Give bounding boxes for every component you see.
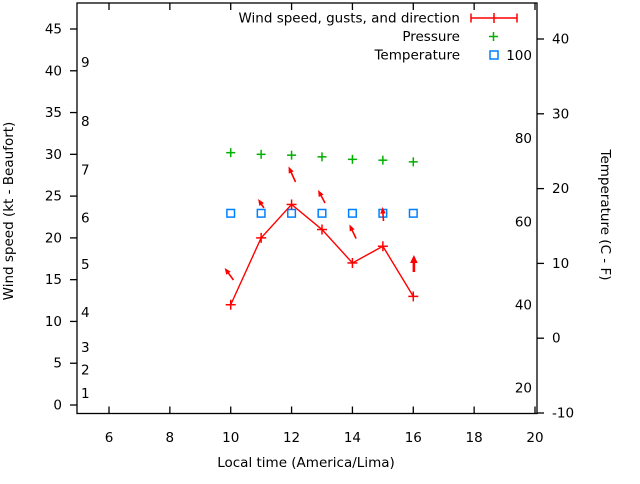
y-left-tick-label: 45 <box>45 21 62 37</box>
beaufort-label: 4 <box>81 305 90 321</box>
y-right-tick-label: 20 <box>552 181 569 197</box>
y-left-tick-label: 35 <box>45 105 62 121</box>
temperature-point <box>317 208 327 218</box>
wind-point <box>256 232 267 243</box>
plot-border <box>76 2 538 415</box>
x-tick-label: 8 <box>166 430 175 446</box>
y-left-tick-label: 20 <box>45 230 62 246</box>
temperature-point <box>226 208 236 218</box>
pressure-point <box>287 150 297 160</box>
pressure-point <box>347 154 357 164</box>
beaufort-label: 1 <box>81 386 90 402</box>
wind-point <box>225 299 236 310</box>
beaufort-label: 7 <box>81 163 90 179</box>
fahrenheit-label: 100 <box>506 48 532 64</box>
y-axis-right: -10 0 10 20 30 40 20 40 60 80 100 Temperature (C - … <box>506 32 613 422</box>
pressure-point <box>256 149 266 159</box>
x-axis-title: Local time (America/Lima) <box>217 455 395 471</box>
legend-label-pressure: Pressure <box>402 29 460 45</box>
y-left-tick-label: 25 <box>45 189 62 205</box>
wind-arrow <box>318 190 326 204</box>
y-right-axis-title: Temperature (C - F) <box>597 149 613 281</box>
arrow-head <box>288 166 294 174</box>
y-left-axis-title: Wind speed (kt - Beaufort) <box>1 122 17 301</box>
arrow-head <box>380 207 386 214</box>
wind-series <box>225 199 419 310</box>
legend-label-wind: Wind speed, gusts, and direction <box>238 11 460 27</box>
arrow-head <box>410 255 418 264</box>
y-left-tick-label: 40 <box>45 63 62 79</box>
y-right-tick-label: -10 <box>552 406 574 422</box>
y-right-tick-label: 10 <box>552 256 569 272</box>
temperature-series <box>226 208 418 218</box>
wind-arrow <box>410 255 418 272</box>
fahrenheit-label: 40 <box>515 297 532 313</box>
x-tick-label: 14 <box>344 430 361 446</box>
y-left-tick-label: 30 <box>45 147 62 163</box>
x-tick-label: 10 <box>222 430 239 446</box>
pressure-point <box>317 152 327 162</box>
fahrenheit-label: 20 <box>515 381 532 397</box>
x-tick-label: 6 <box>105 430 114 446</box>
beaufort-label: 5 <box>81 257 90 273</box>
fahrenheit-label: 80 <box>515 131 532 147</box>
legend-sample-pressure <box>489 32 498 41</box>
wind-point <box>286 199 297 210</box>
temperature-point <box>408 208 418 218</box>
arrow-head <box>258 199 264 206</box>
y-left-tick-label: 15 <box>45 272 62 288</box>
pressure-point <box>226 148 236 158</box>
legend-sample-temperature <box>489 50 499 60</box>
temperature-point <box>256 208 266 218</box>
x-tick-label: 16 <box>405 430 422 446</box>
beaufort-label: 3 <box>81 340 90 356</box>
y-left-tick-label: 5 <box>53 356 62 372</box>
y-left-tick-label: 0 <box>53 398 62 414</box>
x-axis: 6 8 10 12 14 16 18 20 Local time (America/Lima) <box>105 3 544 471</box>
temperature-point <box>347 208 357 218</box>
x-tick-label: 18 <box>466 430 483 446</box>
beaufort-label: 8 <box>81 114 90 130</box>
pressure-point <box>408 157 418 167</box>
legend-sample-wind <box>470 13 518 23</box>
wind-arrow <box>380 207 386 222</box>
beaufort-label: 9 <box>81 55 90 71</box>
y-right-tick-label: 0 <box>552 331 561 347</box>
wind-point <box>377 241 388 252</box>
pressure-series <box>226 148 418 167</box>
y-right-tick-label: 40 <box>552 32 569 48</box>
y-left-tick-label: 10 <box>45 314 62 330</box>
wind-point <box>408 291 419 302</box>
legend-label-temperature: Temperature <box>373 48 460 64</box>
beaufort-label: 6 <box>81 210 90 226</box>
arrow-head <box>224 267 231 275</box>
wind-line <box>230 203 414 306</box>
wind-point <box>347 257 358 268</box>
wind-arrows <box>224 166 418 281</box>
temperature-point <box>287 208 297 218</box>
wind-arrow <box>349 224 357 239</box>
beaufort-label: 2 <box>81 362 90 378</box>
wind-arrow <box>224 267 235 281</box>
arrow-head <box>349 224 355 232</box>
legend: Wind speed, gusts, and direction Pressure… <box>238 11 518 64</box>
x-tick-label: 12 <box>283 430 300 446</box>
wind-arrow <box>288 166 297 183</box>
y-right-tick-label: 30 <box>552 106 569 122</box>
wind-arrow <box>258 199 265 209</box>
wind-point <box>317 224 328 235</box>
arrow-head <box>318 190 324 198</box>
pressure-point <box>378 155 388 165</box>
fahrenheit-label: 60 <box>515 214 532 230</box>
x-tick-label: 20 <box>526 430 543 446</box>
